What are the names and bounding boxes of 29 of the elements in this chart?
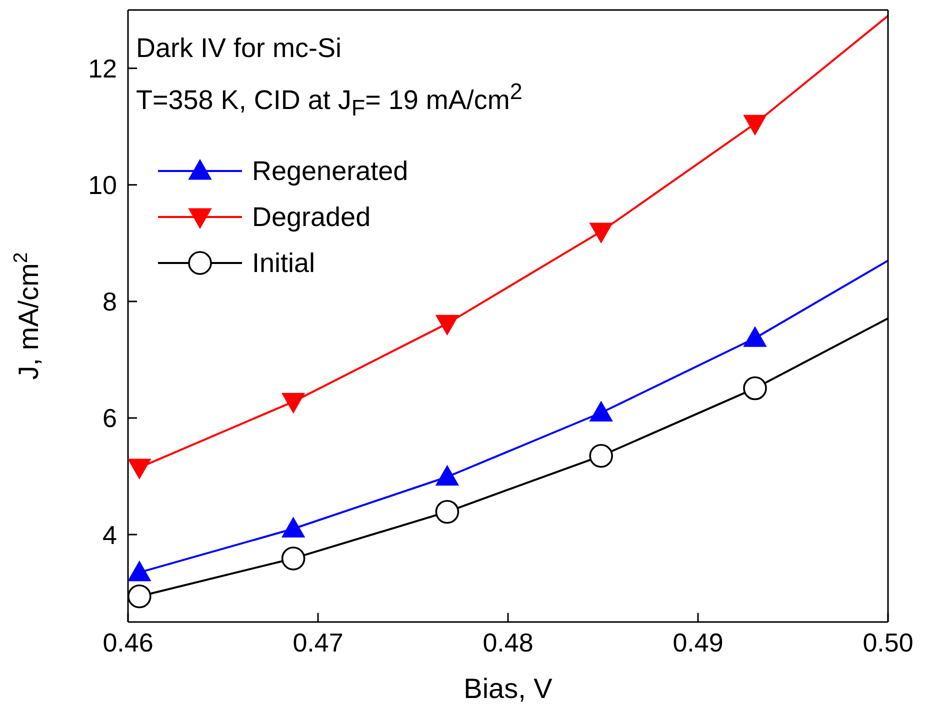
legend-label: Regenerated bbox=[252, 155, 408, 188]
y-tick-label: 6 bbox=[102, 403, 117, 434]
x-tick-label: 0.50 bbox=[862, 627, 914, 658]
y-tick-label: 8 bbox=[102, 286, 117, 317]
point bbox=[436, 465, 459, 486]
point bbox=[744, 114, 766, 136]
x-tick-label: 0.47 bbox=[292, 627, 344, 658]
point bbox=[589, 444, 613, 468]
point bbox=[436, 314, 459, 336]
x-axis-title: Bias, V bbox=[464, 673, 553, 704]
point bbox=[590, 401, 613, 422]
x-tick-label: 0.48 bbox=[482, 627, 534, 658]
legend-label: Degraded bbox=[252, 201, 371, 234]
x-tick-label: 0.49 bbox=[672, 627, 724, 658]
text: Dark IV for mc-Si bbox=[136, 32, 343, 65]
point bbox=[282, 392, 305, 414]
point bbox=[128, 584, 152, 608]
point bbox=[281, 546, 306, 570]
text: T=358 K, CID at J$_{F}$= 19 mA/cm$^{2}$ bbox=[136, 78, 522, 122]
y-tick-label: 12 bbox=[88, 54, 117, 84]
point bbox=[435, 500, 460, 524]
point bbox=[743, 376, 767, 400]
legend-label: Initial bbox=[252, 247, 316, 280]
y-tick-label: 4 bbox=[102, 520, 117, 550]
point bbox=[282, 517, 305, 538]
x-tick-label: 0.46 bbox=[102, 627, 154, 658]
y-tick-label: 10 bbox=[88, 170, 117, 200]
point bbox=[128, 560, 151, 582]
point bbox=[590, 222, 613, 243]
